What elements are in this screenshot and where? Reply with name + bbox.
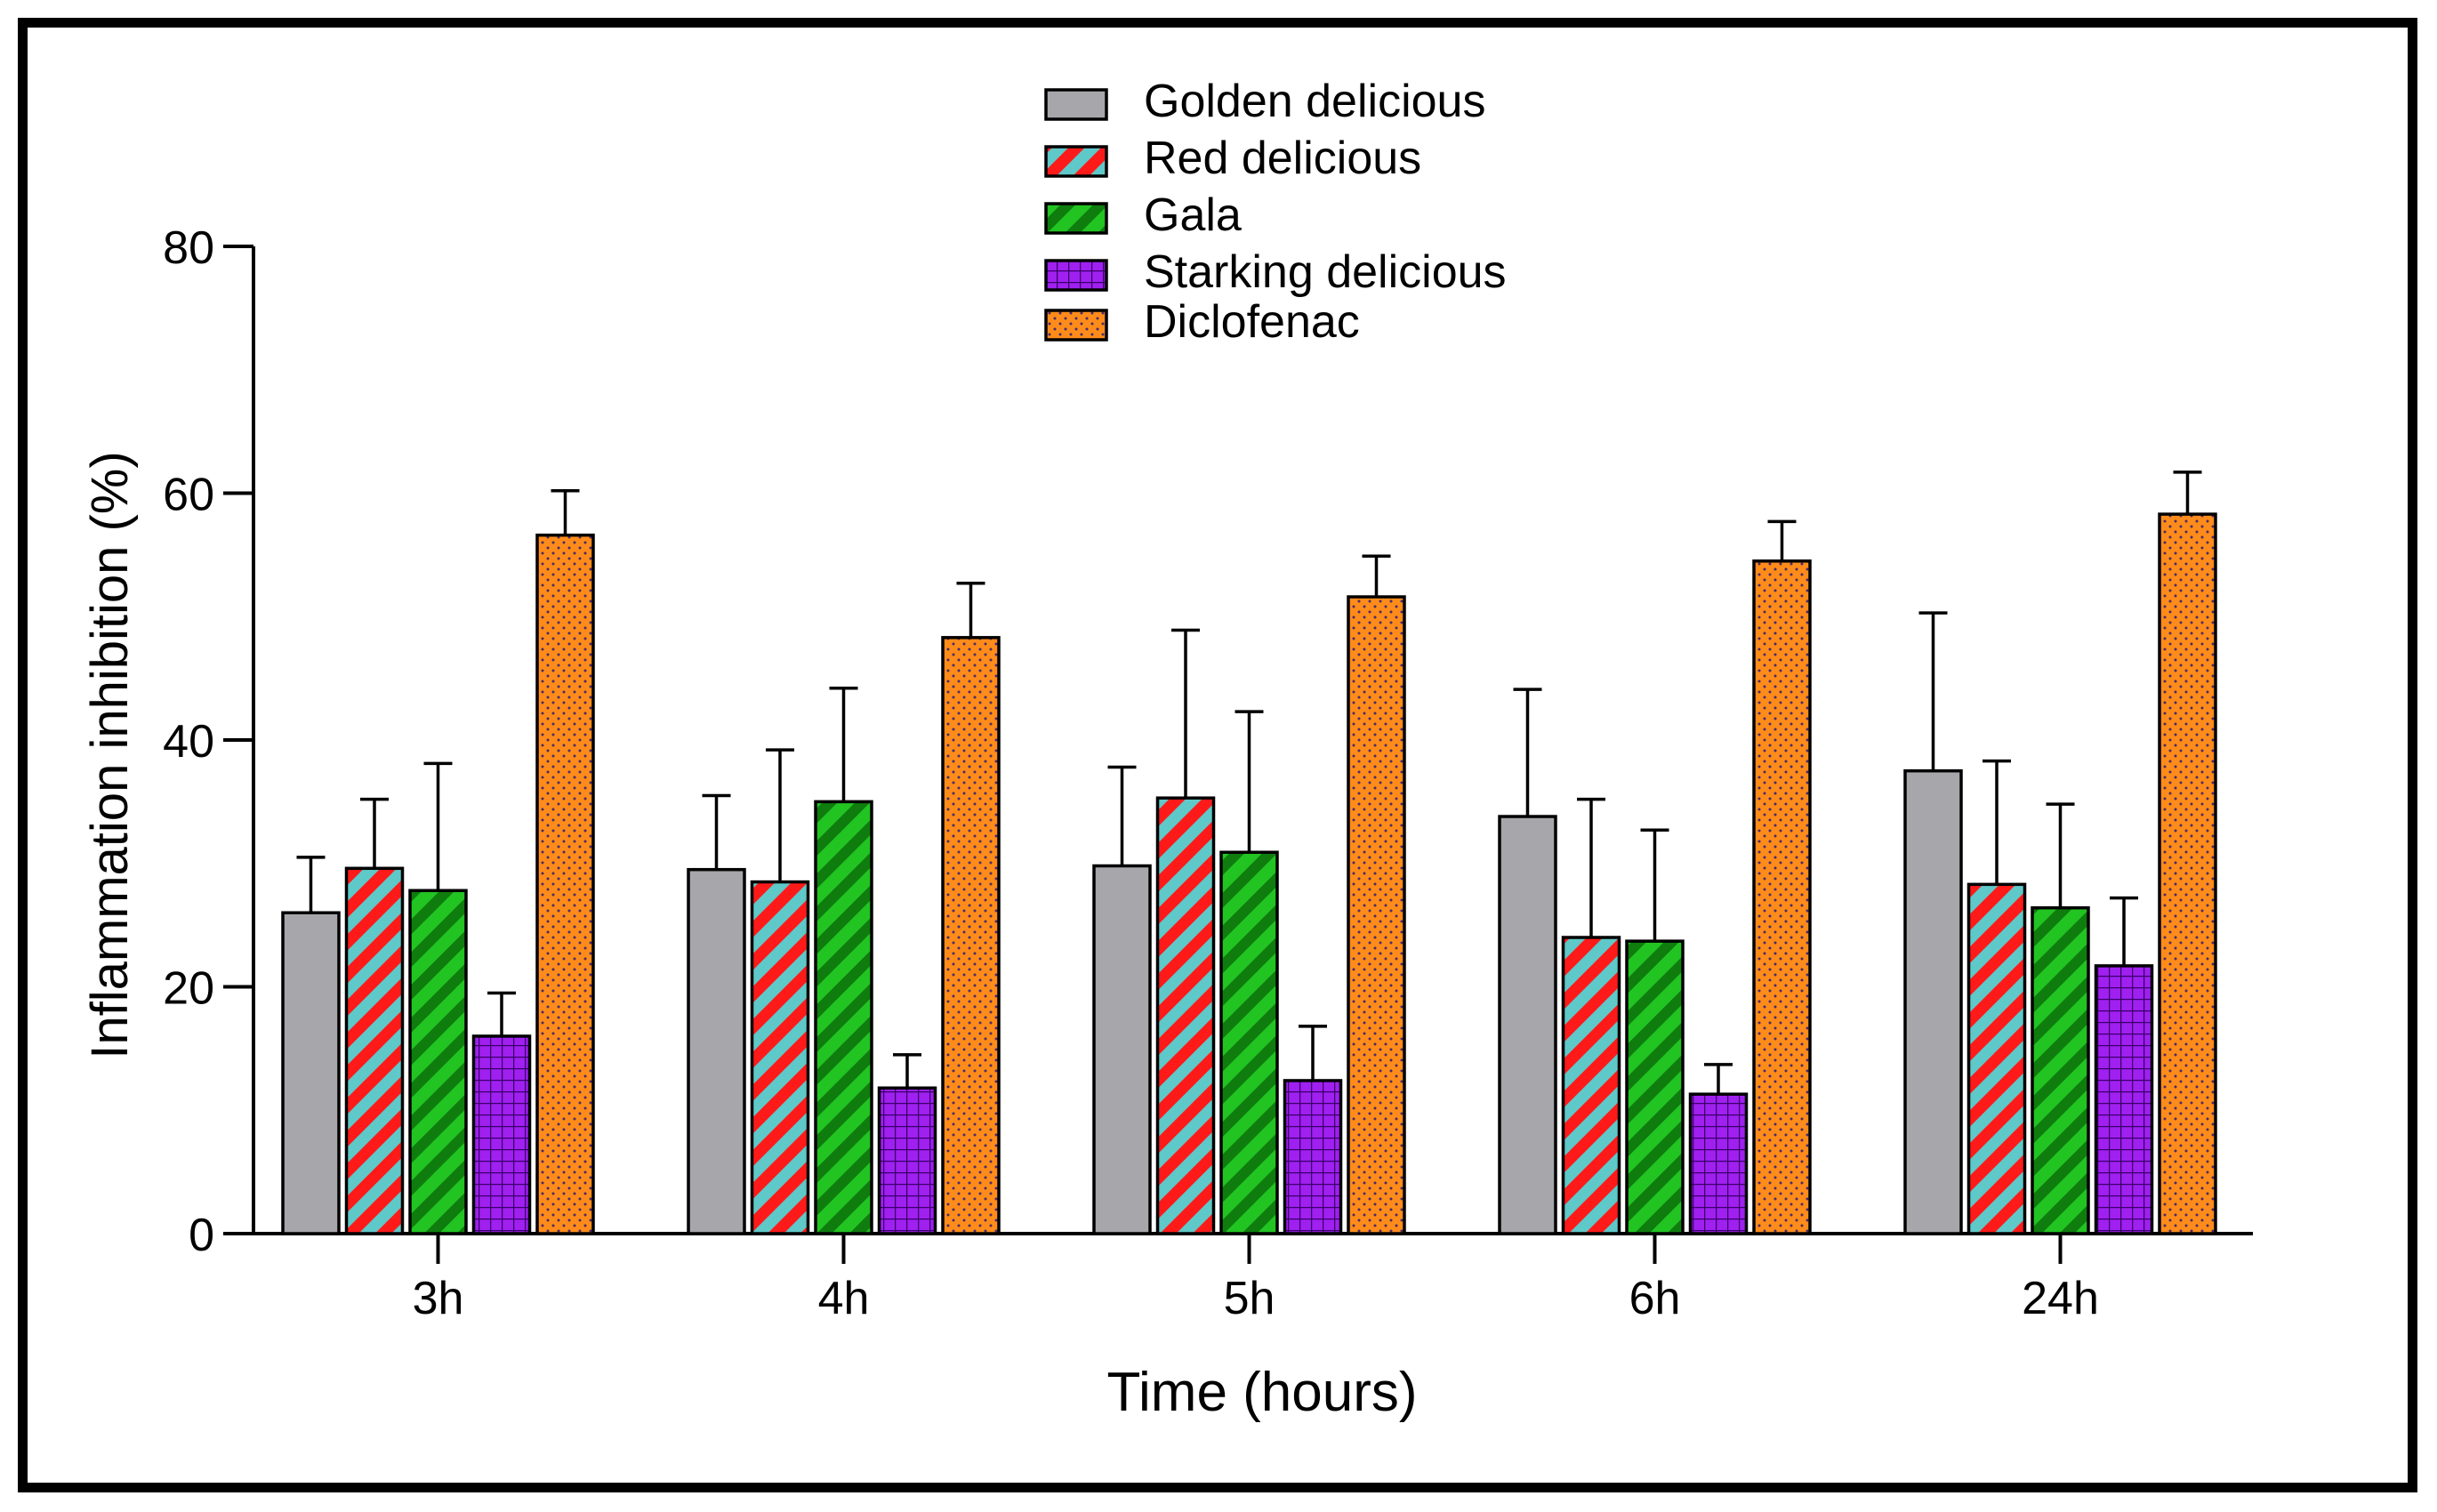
- legend-label: Gala: [1144, 189, 1242, 241]
- bar: [1155, 796, 1216, 1235]
- legend-label: Red delicious: [1144, 133, 1421, 184]
- bar: [687, 867, 746, 1235]
- y-tick-label: 20: [163, 963, 214, 1015]
- bar: [877, 1086, 937, 1235]
- legend-swatch: [1044, 145, 1108, 178]
- x-axis-label: Time (hours): [1106, 1362, 1417, 1423]
- y-axis-label: Inflammation inhibition (%): [81, 451, 139, 1058]
- bar: [344, 866, 405, 1235]
- bar: [2094, 964, 2154, 1235]
- legend-label: Starking delicious: [1144, 246, 1507, 298]
- bar: [750, 880, 810, 1235]
- bar: [1561, 936, 1621, 1235]
- bar: [1752, 559, 1812, 1235]
- bar-chart: Golden delicious Red deliciousGalaStarkin…: [81, 76, 2253, 1423]
- bar: [1625, 939, 1685, 1235]
- x-tick-label: 24h: [2022, 1273, 2099, 1324]
- bar: [1219, 850, 1279, 1235]
- bar: [1966, 882, 2027, 1235]
- bar: [471, 1034, 532, 1235]
- y-tick-label: 0: [189, 1210, 214, 1261]
- legend-swatch: [1044, 202, 1108, 235]
- y-tick-label: 40: [163, 716, 214, 768]
- bar: [1092, 864, 1152, 1235]
- x-tick-label: 6h: [1629, 1273, 1681, 1324]
- bar: [1498, 815, 1557, 1235]
- x-axis: 3h 4h 5h 6h 24h: [253, 1232, 2253, 1324]
- bar: [1688, 1092, 1749, 1235]
- legend-label: Diclofenac: [1144, 296, 1360, 348]
- legend: Golden delicious Red deliciousGalaStarkin…: [1044, 76, 1507, 348]
- y-tick-label: 60: [163, 470, 214, 521]
- bar: [1903, 768, 1963, 1235]
- x-tick-label: 3h: [413, 1273, 464, 1324]
- bar: [1347, 595, 1406, 1235]
- legend-label: Golden delicious: [1144, 76, 1485, 127]
- bar: [408, 889, 468, 1235]
- legend-swatch: [1044, 88, 1108, 121]
- x-tick-label: 4h: [818, 1273, 870, 1324]
- bars: [281, 470, 2217, 1235]
- x-tick-label: 5h: [1224, 1273, 1275, 1324]
- bar: [941, 636, 1001, 1235]
- legend-swatch: [1044, 309, 1108, 342]
- y-tick-label: 80: [163, 222, 214, 274]
- bar: [281, 911, 341, 1235]
- bar: [1283, 1079, 1343, 1235]
- bar: [2031, 905, 2090, 1235]
- y-axis: 0 20 40 60 80: [163, 222, 255, 1261]
- bar: [535, 533, 595, 1235]
- legend-swatch: [1044, 259, 1108, 292]
- bar: [814, 800, 873, 1235]
- bar: [2158, 512, 2217, 1235]
- figure-frame: Golden delicious Red delicious Gala Starkin…: [18, 18, 2417, 1492]
